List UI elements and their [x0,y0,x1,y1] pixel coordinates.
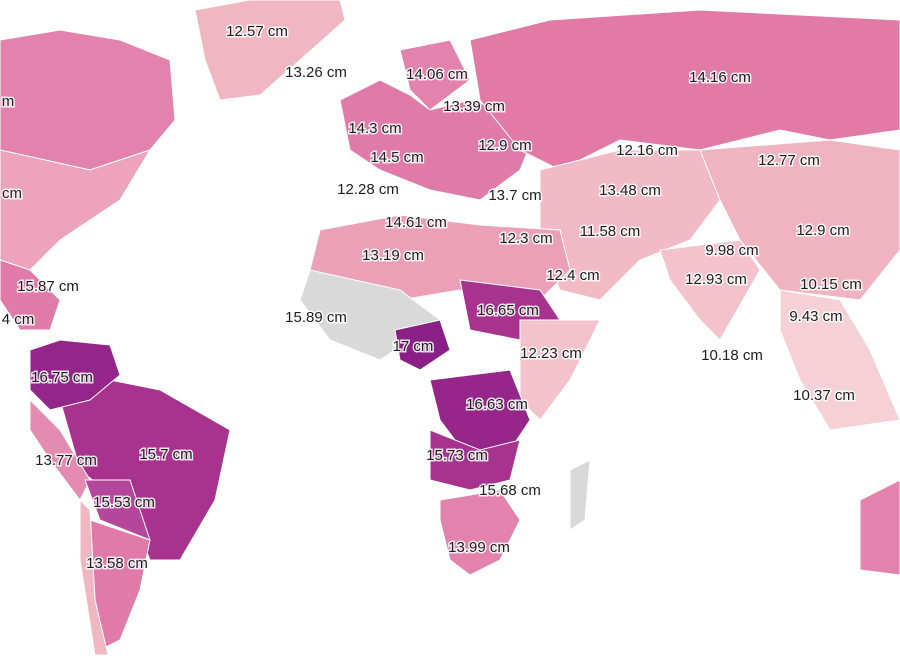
country-label: 13.19 cm [362,247,424,264]
southeast-asia [779,289,900,431]
colombia-venezuela [29,339,121,411]
usa [0,149,152,271]
scandinavia [399,39,471,111]
country-label: 12.3 cm [499,230,552,247]
east-africa [519,319,601,421]
country-label: 15.7 cm [139,446,192,463]
country-label: 14.3 cm [348,120,401,137]
country-label: 12.93 cm [685,271,747,288]
china [699,139,900,301]
value-labels: m 12.57 cm 13.26 cm 14.06 cm 14.16 cm 13.39 c… [0,21,863,573]
country-label: 11.58 cm [580,223,641,240]
central-america [0,259,61,331]
country-label: 13.26 cm [285,64,347,81]
country-label: 12.16 cm [616,142,678,159]
country-label: 4 cm [2,311,35,328]
country-label: 14.06 cm [406,66,468,83]
country-label: 10.37 cm [793,387,855,404]
country-label: 15.53 cm [93,494,155,511]
country-label: 13.7 cm [488,187,541,204]
country-label: 13.58 cm [86,555,148,572]
country-label: 10.18 cm [701,347,763,364]
india [659,239,761,341]
country-label: 16.75 cm [31,369,93,386]
country-label: 12.9 cm [796,222,849,239]
russia [469,9,900,171]
country-label: 14.61 cm [385,214,447,231]
country-label: 13.39 cm [443,98,505,115]
nigeria [394,319,451,371]
madagascar [569,459,591,531]
canada [0,29,176,171]
southern-africa [439,489,521,576]
country-label: m [2,93,15,110]
country-label: 12.28 cm [337,181,399,198]
country-label: 15.87 cm [17,278,79,295]
country-label: 14.5 cm [370,149,423,166]
country-label: 12.77 cm [758,152,820,169]
country-label: 15.73 cm [426,447,488,464]
country-label: 12.23 cm [520,345,582,362]
country-label: 17 cm [393,338,434,355]
country-label: 16.63 cm [466,396,528,413]
country-label: 12.4 cm [546,267,599,284]
australia [859,479,900,576]
country-label: 12.9 cm [478,137,531,154]
country-label: 15.68 cm [479,482,541,499]
country-label: 15.89 cm [285,309,347,326]
country-label: 13.77 cm [35,452,97,469]
greenland [194,0,346,101]
country-label: 9.98 cm [705,242,758,259]
country-label: 14.16 cm [689,69,751,86]
country-label: cm [2,185,22,202]
country-label: 10.15 cm [800,276,862,293]
country-label: 13.48 cm [599,182,661,199]
country-label: 9.43 cm [789,308,842,325]
country-label: 16.65 cm [477,302,539,319]
angola-zambia [429,429,521,491]
country-label: 12.57 cm [226,23,288,40]
country-label: 13.99 cm [448,539,510,556]
